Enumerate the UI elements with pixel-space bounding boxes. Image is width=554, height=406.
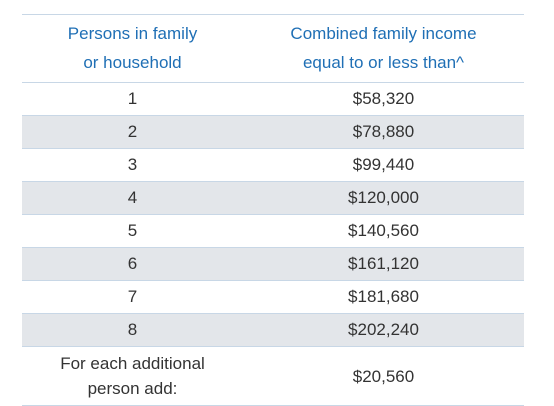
table-row: 4 $120,000 <box>22 181 524 215</box>
income-cell: $58,320 <box>243 82 524 116</box>
income-cell: $140,560 <box>243 214 524 248</box>
header-persons-line1: Persons in family <box>67 24 198 43</box>
table-row: 3 $99,440 <box>22 148 524 182</box>
header-persons-line2: or household <box>83 53 182 72</box>
income-cell: $99,440 <box>243 148 524 182</box>
persons-cell: 6 <box>22 247 243 281</box>
header-income-line2: equal to or less than^ <box>302 53 465 72</box>
additional-label-line2: person add: <box>87 379 178 398</box>
persons-cell: 1 <box>22 82 243 116</box>
income-cell: $78,880 <box>243 115 524 149</box>
persons-cell: 3 <box>22 148 243 182</box>
header-persons: Persons in family or household <box>22 14 243 83</box>
persons-cell: 7 <box>22 280 243 314</box>
income-limits-table-container: Persons in family or household Combined … <box>22 14 524 406</box>
persons-cell: 8 <box>22 313 243 347</box>
table-row: 6 $161,120 <box>22 247 524 281</box>
header-income-line1: Combined family income <box>290 24 477 43</box>
persons-cell: 5 <box>22 214 243 248</box>
table-row: 5 $140,560 <box>22 214 524 248</box>
table-header-row: Persons in family or household Combined … <box>22 14 524 83</box>
table-row: 7 $181,680 <box>22 280 524 314</box>
persons-cell: 4 <box>22 181 243 215</box>
table-row: 8 $202,240 <box>22 313 524 347</box>
persons-cell: 2 <box>22 115 243 149</box>
income-cell: $181,680 <box>243 280 524 314</box>
additional-person-row: For each additional person add: $20,560 <box>22 346 524 406</box>
income-cell: $202,240 <box>243 313 524 347</box>
table-row: 1 $58,320 <box>22 82 524 116</box>
additional-label-line1: For each additional <box>60 354 205 373</box>
additional-person-label: For each additional person add: <box>22 346 243 406</box>
income-cell: $161,120 <box>243 247 524 281</box>
table-row: 2 $78,880 <box>22 115 524 149</box>
additional-person-income: $20,560 <box>243 346 524 406</box>
income-limits-table: Persons in family or household Combined … <box>22 14 524 406</box>
income-cell: $120,000 <box>243 181 524 215</box>
header-income: Combined family income equal to or less … <box>243 14 524 83</box>
